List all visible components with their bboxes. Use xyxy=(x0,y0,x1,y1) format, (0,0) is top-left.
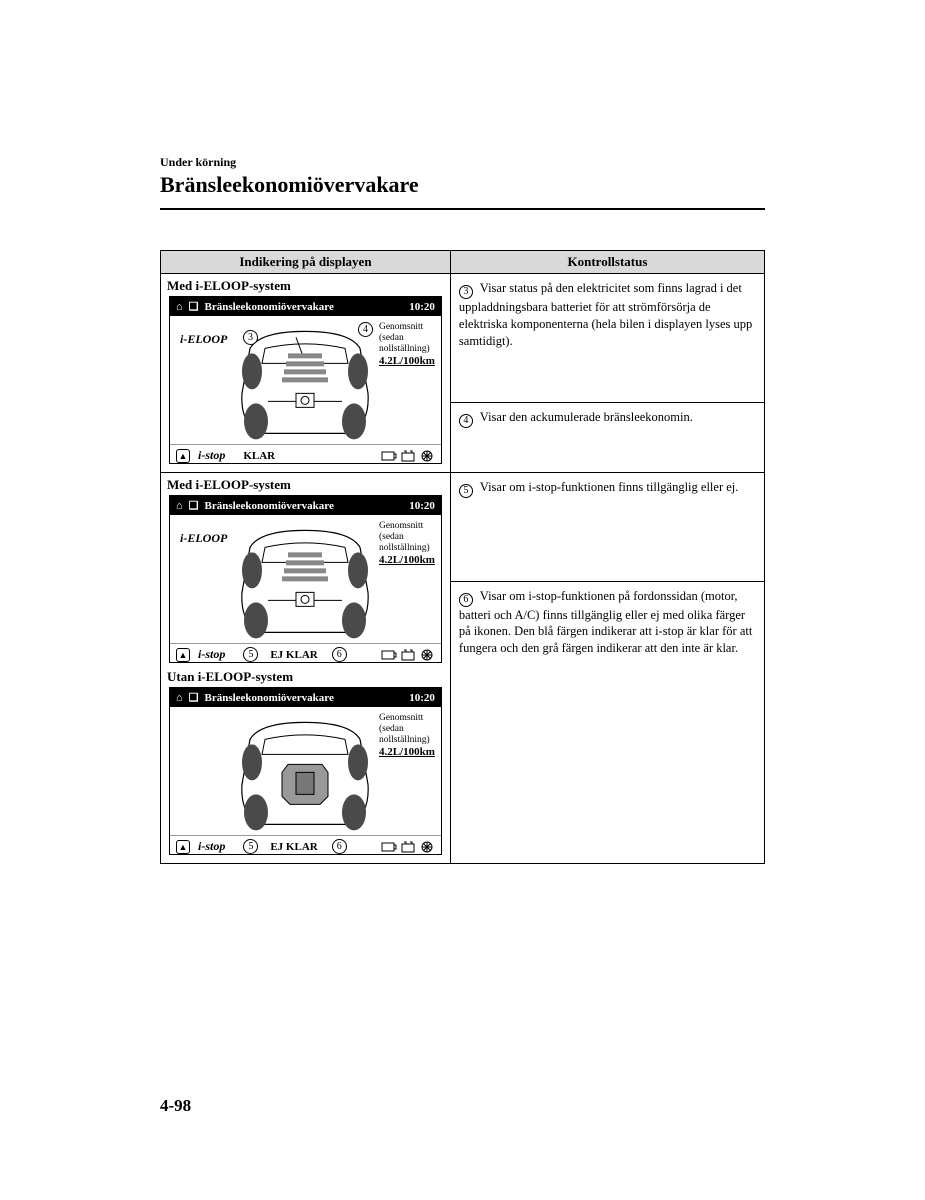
callout-5: 5 xyxy=(243,647,258,662)
engine-icon xyxy=(381,840,397,854)
system-label-without: Utan i-ELOOP-system xyxy=(167,669,446,685)
circled-6: 6 xyxy=(459,593,473,607)
engine-icon xyxy=(381,449,397,463)
up-arrow-icon: ▲ xyxy=(176,648,190,662)
system-label-with-1: Med i-ELOOP-system xyxy=(167,278,446,294)
display-cell-1: Med i-ELOOP-system ⌂ ❏ Bränsleekonomiöve… xyxy=(161,274,451,473)
engine-icon xyxy=(381,648,397,662)
home-icon: ⌂ xyxy=(176,692,183,704)
desc-3-text: Visar status på den elektricitet som fin… xyxy=(459,281,752,348)
battery-icon xyxy=(400,648,416,662)
desc-6: 6 Visar om i-stop-funktionen på fordonss… xyxy=(450,581,764,863)
battery-icon xyxy=(400,840,416,854)
circled-5: 5 xyxy=(459,484,473,498)
desc-5: 5 Visar om i-stop-funktionen finns tillg… xyxy=(450,473,764,582)
callout-5: 5 xyxy=(243,839,258,854)
desc-4-text: Visar den ackumulerade bränsleekonomin. xyxy=(477,410,693,424)
callout-3: 3 xyxy=(243,330,258,345)
circled-3: 3 xyxy=(459,285,473,299)
circled-4: 4 xyxy=(459,414,473,428)
status-klar: KLAR xyxy=(243,450,275,462)
desc-3: 3 Visar status på den elektricitet som f… xyxy=(450,274,764,403)
col-header-indikering: Indikering på displayen xyxy=(161,251,451,274)
istop-label: i-stop xyxy=(198,839,225,854)
up-arrow-icon: ▲ xyxy=(176,840,190,854)
istop-label: i-stop xyxy=(198,647,225,662)
desc-4: 4 Visar den ackumulerade bränsleekonomin… xyxy=(450,403,764,473)
istop-label: i-stop xyxy=(198,448,225,463)
callout-6: 6 xyxy=(332,647,347,662)
system-label-with-2: Med i-ELOOP-system xyxy=(167,477,446,493)
display-screen-1: ⌂ ❏ Bränsleekonomiövervakare 10:20 i-ELO… xyxy=(169,296,442,464)
desc-6-text: Visar om i-stop-funktionen på fordonssid… xyxy=(459,589,752,656)
nav-icon: ❏ xyxy=(189,300,199,313)
home-icon: ⌂ xyxy=(176,301,183,313)
screen-time: 10:20 xyxy=(409,500,435,512)
ac-icon xyxy=(419,449,435,463)
nav-icon: ❏ xyxy=(189,691,199,704)
ac-icon xyxy=(419,648,435,662)
ac-icon xyxy=(419,840,435,854)
col-header-kontroll: Kontrollstatus xyxy=(450,251,764,274)
page-number: 4-98 xyxy=(160,1096,191,1116)
car-diagram-icon xyxy=(220,522,390,640)
callout-4: 4 xyxy=(358,322,373,337)
callout-6: 6 xyxy=(332,839,347,854)
screen-title: Bränsleekonomiövervakare xyxy=(204,301,403,313)
desc-5-text: Visar om i-stop-funktionen finns tillgän… xyxy=(477,480,738,494)
screen-title: Bränsleekonomiövervakare xyxy=(204,692,403,704)
battery-icon xyxy=(400,449,416,463)
car-diagram-icon xyxy=(220,714,390,832)
status-table: Indikering på displayen Kontrollstatus M… xyxy=(160,250,765,864)
status-ejklar: EJ KLAR xyxy=(270,649,317,661)
nav-icon: ❏ xyxy=(189,499,199,512)
screen-title: Bränsleekonomiövervakare xyxy=(204,500,403,512)
screen-time: 10:20 xyxy=(409,301,435,313)
home-icon: ⌂ xyxy=(176,500,183,512)
section-label: Under körning xyxy=(160,155,765,170)
display-screen-2: ⌂ ❏ Bränsleekonomiövervakare 10:20 i-ELO… xyxy=(169,495,442,663)
screen-time: 10:20 xyxy=(409,692,435,704)
status-ejklar: EJ KLAR xyxy=(270,841,317,853)
display-screen-3: ⌂ ❏ Bränsleekonomiövervakare 10:20 Genom… xyxy=(169,687,442,855)
page-title: Bränsleekonomiövervakare xyxy=(160,172,765,210)
up-arrow-icon: ▲ xyxy=(176,449,190,463)
display-cell-2: Med i-ELOOP-system ⌂ ❏ Bränsleekonomiöve… xyxy=(161,473,451,864)
